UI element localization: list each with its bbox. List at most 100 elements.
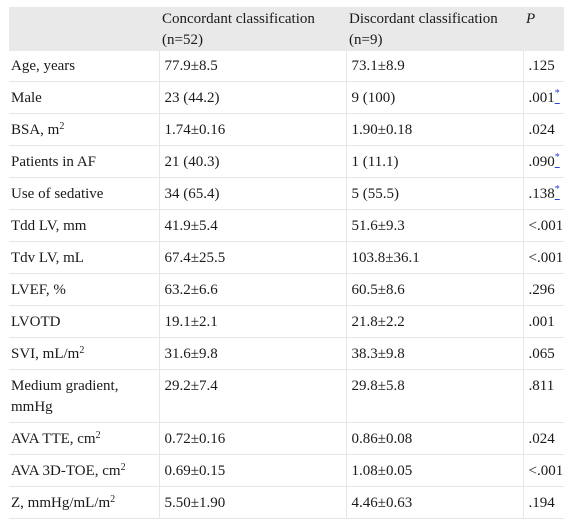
header-row: Concordant classification (n=52) Discord… [9,7,564,51]
row-label: LVOTD [9,305,160,338]
discordant-value: 60.5±8.6 [346,273,524,306]
unit-superscript: 2 [110,494,116,505]
header-concordant: Concordant classification (n=52) [159,7,346,51]
p-value: .001* [523,82,564,114]
table-row: LVOTD 19.1±2.1 21.8±2.2.001 [9,305,564,338]
footnote-link[interactable]: * [554,184,560,202]
row-label: AVA TTE, cm2 [9,422,160,455]
header-variable [9,7,159,51]
p-value-text: <.001 [528,250,564,266]
p-value-text: .138 [528,186,555,202]
p-value-text: .125 [528,58,555,74]
table-header: Concordant classification (n=52) Discord… [9,7,564,51]
p-value: .024 [523,423,564,455]
row-label: Z, mmHg/mL/m2 [9,486,160,519]
p-value-text: .001 [528,90,555,106]
p-value: .065 [523,338,564,370]
table-row: Medium gradient, mmHg 29.2±7.4 29.8±5.8.81… [9,369,564,423]
header-concordant-n: (n=52) [162,32,203,48]
concordant-value: 0.69±0.15 [159,454,347,487]
p-value: .811 [523,370,564,423]
p-value-text: .001 [528,314,555,330]
footnote-link[interactable]: * [555,153,560,170]
table-row: Tdv LV, mL 67.4±25.5 103.8±36.1 <.001 [9,241,564,274]
header-discordant-title: Discordant classification [349,11,498,27]
concordant-value: 19.1±2.1 [159,305,347,338]
p-value-text: .024 [528,122,555,138]
discordant-value: 38.3±9.8 [346,337,524,370]
table-row: AVA 3D-TOE, cm2 0.69±0.15 1.08±0.05 <.001 [9,454,564,487]
row-label: Medium gradient, mmHg [9,369,160,423]
table-row: SVI, mL/m2 31.6±9.8 38.3±9.8.065 [9,337,564,370]
row-label-text: Tdv LV, mL [11,250,84,266]
concordant-value: 41.9±5.4 [159,209,347,242]
p-value: .125 [523,51,564,82]
row-label: LVEF, % [9,273,160,306]
table-row: AVA TTE, cm2 0.72±0.16 0.86±0.08.024 [9,422,564,455]
concordant-value: 77.9±8.5 [159,51,347,82]
unit-superscript: 2 [79,345,85,356]
p-value: .296 [523,274,564,306]
header-discordant: Discordant classification (n=9) [346,7,523,51]
concordant-value: 63.2±6.6 [159,273,347,306]
concordant-value: 0.72±0.16 [159,422,347,455]
row-label-text: AVA 3D-TOE, cm [11,463,121,479]
unit-superscript: 2 [59,121,65,132]
table-row: Use of sedative 34 (65.4) 5 (55.5) .138* [9,177,564,210]
discordant-value: 51.6±9.3 [346,209,524,242]
row-label-text: Use of sedative [11,186,104,202]
table-row: Tdd LV, mm 41.9±5.4 51.6±9.3 <.001 [9,209,564,242]
row-label: Tdd LV, mm [9,209,160,242]
table-row: Age, years 77.9±8.5 73.1±8.9.125 [9,51,564,82]
concordant-value: 67.4±25.5 [159,241,347,274]
unit-superscript: 2 [95,430,101,441]
header-discordant-n: (n=9) [349,32,383,48]
row-label-text: SVI, mL/m [11,346,80,362]
row-label-text: Male [11,90,42,106]
table-row: Patients in AF 21 (40.3) 1 (11.1) .090* [9,145,564,178]
p-value: .138* [523,178,564,210]
p-value: .001 [523,306,564,338]
table-row: Male 23 (44.2) 9 (100) .001* [9,81,564,114]
discordant-value: 9 (100) [346,81,524,114]
row-label: Age, years [9,51,160,82]
discordant-value: 73.1±8.9 [346,51,524,82]
row-label-text: Patients in AF [11,154,97,170]
discordant-value: 1.08±0.05 [346,454,524,487]
p-value: <.001 [523,210,564,242]
discordant-value: 21.8±2.2 [346,305,524,338]
discordant-value: 1 (11.1) [346,145,524,178]
discordant-value: 103.8±36.1 [346,241,524,274]
row-label-text: BSA, m [11,122,60,138]
discordant-value: 29.8±5.8 [346,369,524,423]
row-label-text: LVEF, % [11,282,66,298]
p-value: .194 [523,487,564,519]
concordant-value: 31.6±9.8 [159,337,347,370]
p-value: <.001 [523,455,564,487]
comparison-table: Concordant classification (n=52) Discord… [9,7,564,519]
row-label-text: Age, years [11,58,76,74]
table-row: BSA, m2 1.74±0.16 1.90±0.18.024 [9,113,564,146]
p-value: <.001 [523,242,564,274]
table-body: Age, years 77.9±8.5 73.1±8.9.125 Male 23 (44… [9,51,564,519]
header-p-value: P [523,7,564,51]
header-concordant-title: Concordant classification [162,11,315,27]
concordant-value: 1.74±0.16 [159,113,347,146]
concordant-value: 29.2±7.4 [159,369,347,423]
footnote-link[interactable]: * [555,89,560,106]
concordant-value: 21 (40.3) [159,145,347,178]
p-value-text: .811 [528,378,555,394]
p-value-text: <.001 [528,218,564,234]
footnote-marker: * [554,184,560,195]
row-label: BSA, m2 [9,113,160,146]
row-label: Male [9,81,160,114]
discordant-value: 0.86±0.08 [346,422,524,455]
p-value: .024 [523,114,564,146]
row-label: Tdv LV, mL [9,241,160,274]
concordant-value: 34 (65.4) [159,177,347,210]
row-label-text: Z, mmHg/mL/m [11,495,111,511]
p-value: .090* [523,146,564,178]
p-value-text: .024 [528,431,555,447]
row-label-text: Tdd LV, mm [11,218,87,234]
unit-superscript: 2 [120,462,126,473]
